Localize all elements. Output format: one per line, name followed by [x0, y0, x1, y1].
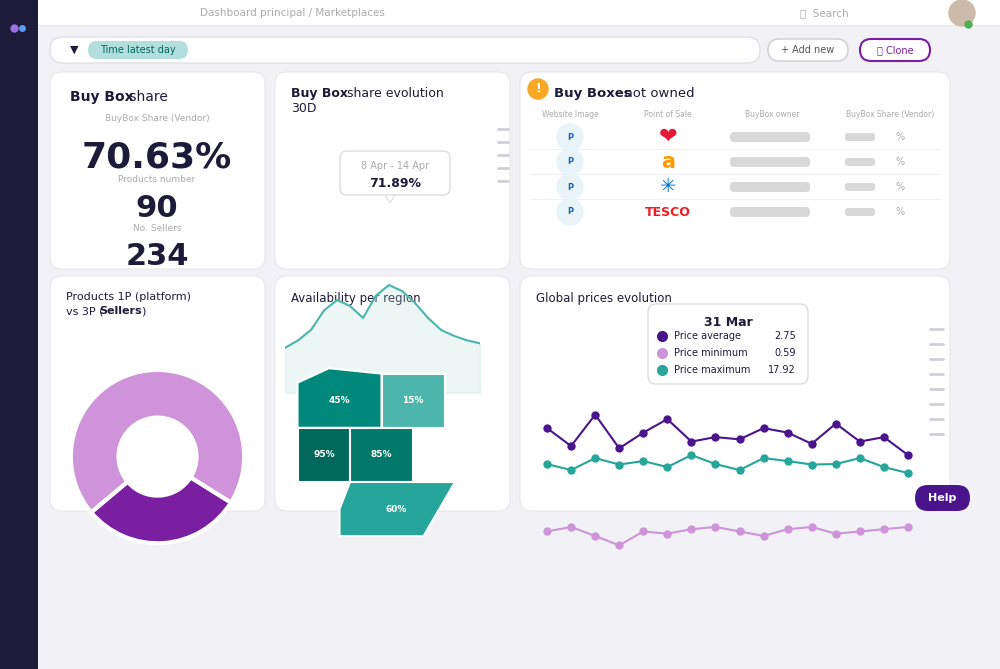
FancyBboxPatch shape — [275, 72, 510, 269]
FancyBboxPatch shape — [88, 41, 188, 59]
Text: 8 Apr - 14 Apr: 8 Apr - 14 Apr — [361, 161, 429, 171]
Text: %: % — [895, 132, 905, 142]
Text: BuyBox owner: BuyBox owner — [745, 110, 799, 119]
Text: share evolution: share evolution — [343, 87, 444, 100]
Text: TESCO: TESCO — [645, 205, 691, 219]
FancyBboxPatch shape — [50, 37, 760, 63]
Text: P: P — [567, 132, 573, 142]
FancyBboxPatch shape — [845, 183, 875, 191]
FancyBboxPatch shape — [860, 39, 930, 61]
Wedge shape — [91, 477, 231, 543]
FancyBboxPatch shape — [50, 72, 265, 269]
Text: a: a — [661, 152, 675, 172]
Text: 2.75: 2.75 — [774, 331, 796, 341]
Text: + Add new: + Add new — [781, 45, 835, 55]
FancyBboxPatch shape — [768, 39, 848, 61]
FancyBboxPatch shape — [0, 0, 38, 669]
FancyBboxPatch shape — [730, 207, 810, 217]
Text: Point of Sale: Point of Sale — [644, 110, 692, 119]
Polygon shape — [350, 428, 413, 482]
Text: Sellers: Sellers — [99, 306, 142, 316]
FancyBboxPatch shape — [50, 276, 265, 511]
Text: %: % — [895, 207, 905, 217]
Text: !: ! — [535, 82, 541, 96]
Text: 90: 90 — [136, 194, 178, 223]
Text: Products 1P (platform): Products 1P (platform) — [66, 292, 191, 302]
Text: ▼: ▼ — [70, 45, 78, 55]
FancyBboxPatch shape — [845, 133, 875, 141]
FancyBboxPatch shape — [730, 157, 810, 167]
Text: P: P — [567, 183, 573, 191]
Text: 95%: 95% — [314, 450, 336, 460]
Polygon shape — [385, 195, 395, 203]
FancyBboxPatch shape — [38, 0, 1000, 25]
Text: Availability per region: Availability per region — [291, 292, 421, 305]
FancyBboxPatch shape — [845, 158, 875, 166]
Text: Help: Help — [928, 493, 956, 503]
Text: 30D: 30D — [291, 102, 316, 115]
Text: Price average: Price average — [674, 331, 741, 341]
Text: Time latest day: Time latest day — [100, 45, 176, 55]
Text: 85%: 85% — [371, 450, 392, 460]
Text: 0.59: 0.59 — [774, 348, 796, 358]
Text: share: share — [125, 90, 168, 104]
Text: 31 Mar: 31 Mar — [704, 316, 752, 329]
Polygon shape — [382, 373, 444, 428]
Polygon shape — [340, 482, 455, 537]
Text: Dashboard principal / Marketplaces: Dashboard principal / Marketplaces — [200, 8, 385, 18]
Text: 70.63%: 70.63% — [82, 140, 232, 174]
Text: Buy Boxes: Buy Boxes — [554, 87, 632, 100]
Circle shape — [557, 149, 583, 175]
FancyBboxPatch shape — [845, 208, 875, 216]
Text: 17.92: 17.92 — [768, 365, 796, 375]
Circle shape — [557, 199, 583, 225]
FancyBboxPatch shape — [520, 276, 950, 511]
FancyBboxPatch shape — [520, 72, 950, 269]
FancyBboxPatch shape — [915, 485, 970, 511]
Text: P: P — [567, 157, 573, 167]
Text: Website Image: Website Image — [542, 110, 598, 119]
Text: BuyBox Share (Vendor): BuyBox Share (Vendor) — [846, 110, 934, 119]
Circle shape — [557, 124, 583, 150]
Text: ⌕  Search: ⌕ Search — [800, 8, 849, 18]
Circle shape — [949, 0, 975, 26]
Text: P: P — [567, 207, 573, 217]
FancyBboxPatch shape — [275, 276, 510, 511]
Circle shape — [557, 174, 583, 200]
Text: Buy Box: Buy Box — [70, 90, 134, 104]
Text: 234: 234 — [125, 242, 189, 271]
Text: ⧉ Clone: ⧉ Clone — [877, 45, 913, 55]
Text: 60%: 60% — [386, 504, 407, 514]
Text: 71.89%: 71.89% — [369, 177, 421, 190]
Text: Buy Box: Buy Box — [291, 87, 348, 100]
Wedge shape — [71, 370, 244, 512]
Text: Price maximum: Price maximum — [674, 365, 750, 375]
FancyBboxPatch shape — [648, 304, 808, 384]
Text: %: % — [895, 157, 905, 167]
Circle shape — [528, 79, 548, 99]
Text: No. Sellers: No. Sellers — [133, 224, 181, 233]
Text: vs 3P (: vs 3P ( — [66, 306, 104, 316]
Text: Global prices evolution: Global prices evolution — [536, 292, 672, 305]
Text: ): ) — [141, 306, 145, 316]
Text: Products number: Products number — [118, 175, 196, 184]
Text: 45%: 45% — [329, 396, 350, 405]
Text: BuyBox Share (Vendor): BuyBox Share (Vendor) — [105, 114, 209, 123]
Text: ❤: ❤ — [659, 127, 677, 147]
Text: %: % — [895, 182, 905, 192]
Polygon shape — [298, 428, 350, 482]
FancyBboxPatch shape — [730, 132, 810, 142]
FancyBboxPatch shape — [340, 151, 450, 195]
Text: 15%: 15% — [402, 396, 424, 405]
Text: Price minimum: Price minimum — [674, 348, 748, 358]
FancyBboxPatch shape — [730, 182, 810, 192]
Polygon shape — [298, 368, 382, 428]
Text: not owned: not owned — [620, 87, 695, 100]
Text: ✳: ✳ — [660, 177, 676, 197]
